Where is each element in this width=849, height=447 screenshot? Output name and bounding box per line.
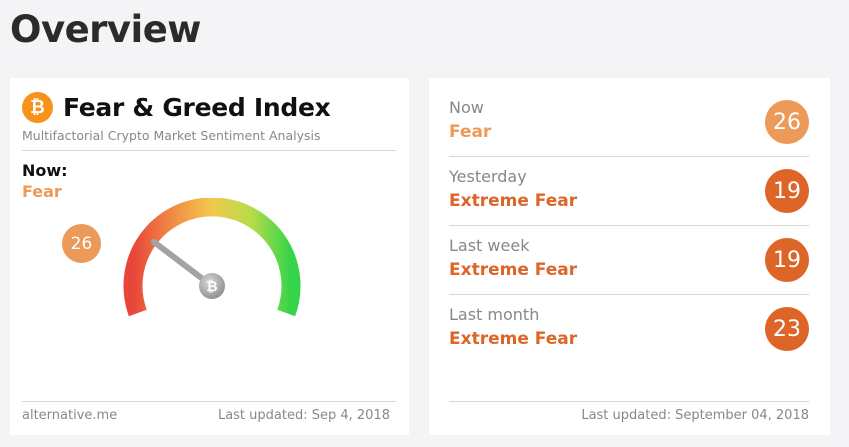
- history-divider: [449, 294, 809, 295]
- now-label: Now:: [22, 161, 68, 180]
- footer-divider: [22, 401, 396, 402]
- index-subtitle: Multifactorial Crypto Market Sentiment A…: [22, 128, 321, 143]
- history-value-badge: 19: [765, 238, 809, 282]
- sentiment-gauge: ₿: [123, 198, 301, 317]
- history-divider: [449, 156, 809, 157]
- now-classification: Fear: [22, 182, 62, 201]
- history-classification: Extreme Fear: [449, 260, 578, 280]
- gauge-bitcoin-icon: ₿: [206, 279, 217, 295]
- historical-values-card: Now Fear 26 Yesterday Extreme Fear 19 La…: [429, 78, 830, 435]
- gauge-center-knob: [199, 273, 225, 299]
- gauge-value-badge: 26: [62, 224, 101, 263]
- history-last-updated: Last updated: September 04, 2018: [581, 408, 809, 423]
- header-divider: [22, 150, 396, 151]
- history-row: Now Fear 26: [449, 78, 809, 147]
- history-classification: Extreme Fear: [449, 329, 578, 349]
- gauge-arc: [123, 198, 301, 317]
- history-label: Yesterday: [449, 167, 527, 186]
- history-value-badge: 19: [765, 169, 809, 213]
- history-value-badge: 26: [765, 100, 809, 144]
- history-classification: Fear: [449, 122, 492, 142]
- history-row: Last week Extreme Fear 19: [449, 216, 809, 285]
- last-updated: Last updated: Sep 4, 2018: [217, 408, 390, 423]
- source-link[interactable]: alternative.me: [22, 408, 118, 423]
- history-label: Now: [449, 98, 484, 117]
- fear-greed-index-card: ₿ Fear & Greed Index Multifactorial Cryp…: [10, 78, 409, 435]
- history-row: Last month Extreme Fear 23: [449, 285, 809, 354]
- index-header: ₿ Fear & Greed Index: [22, 92, 331, 123]
- page-title: Overview: [10, 8, 202, 51]
- history-value-badge: 23: [765, 307, 809, 351]
- history-divider: [449, 225, 809, 226]
- bitcoin-icon: ₿: [22, 92, 53, 123]
- history-label: Last week: [449, 236, 530, 255]
- history-footer-divider: [449, 401, 809, 402]
- history-label: Last month: [449, 305, 540, 324]
- history-row: Yesterday Extreme Fear 19: [449, 147, 809, 216]
- history-classification: Extreme Fear: [449, 191, 578, 211]
- index-title: Fear & Greed Index: [63, 93, 331, 122]
